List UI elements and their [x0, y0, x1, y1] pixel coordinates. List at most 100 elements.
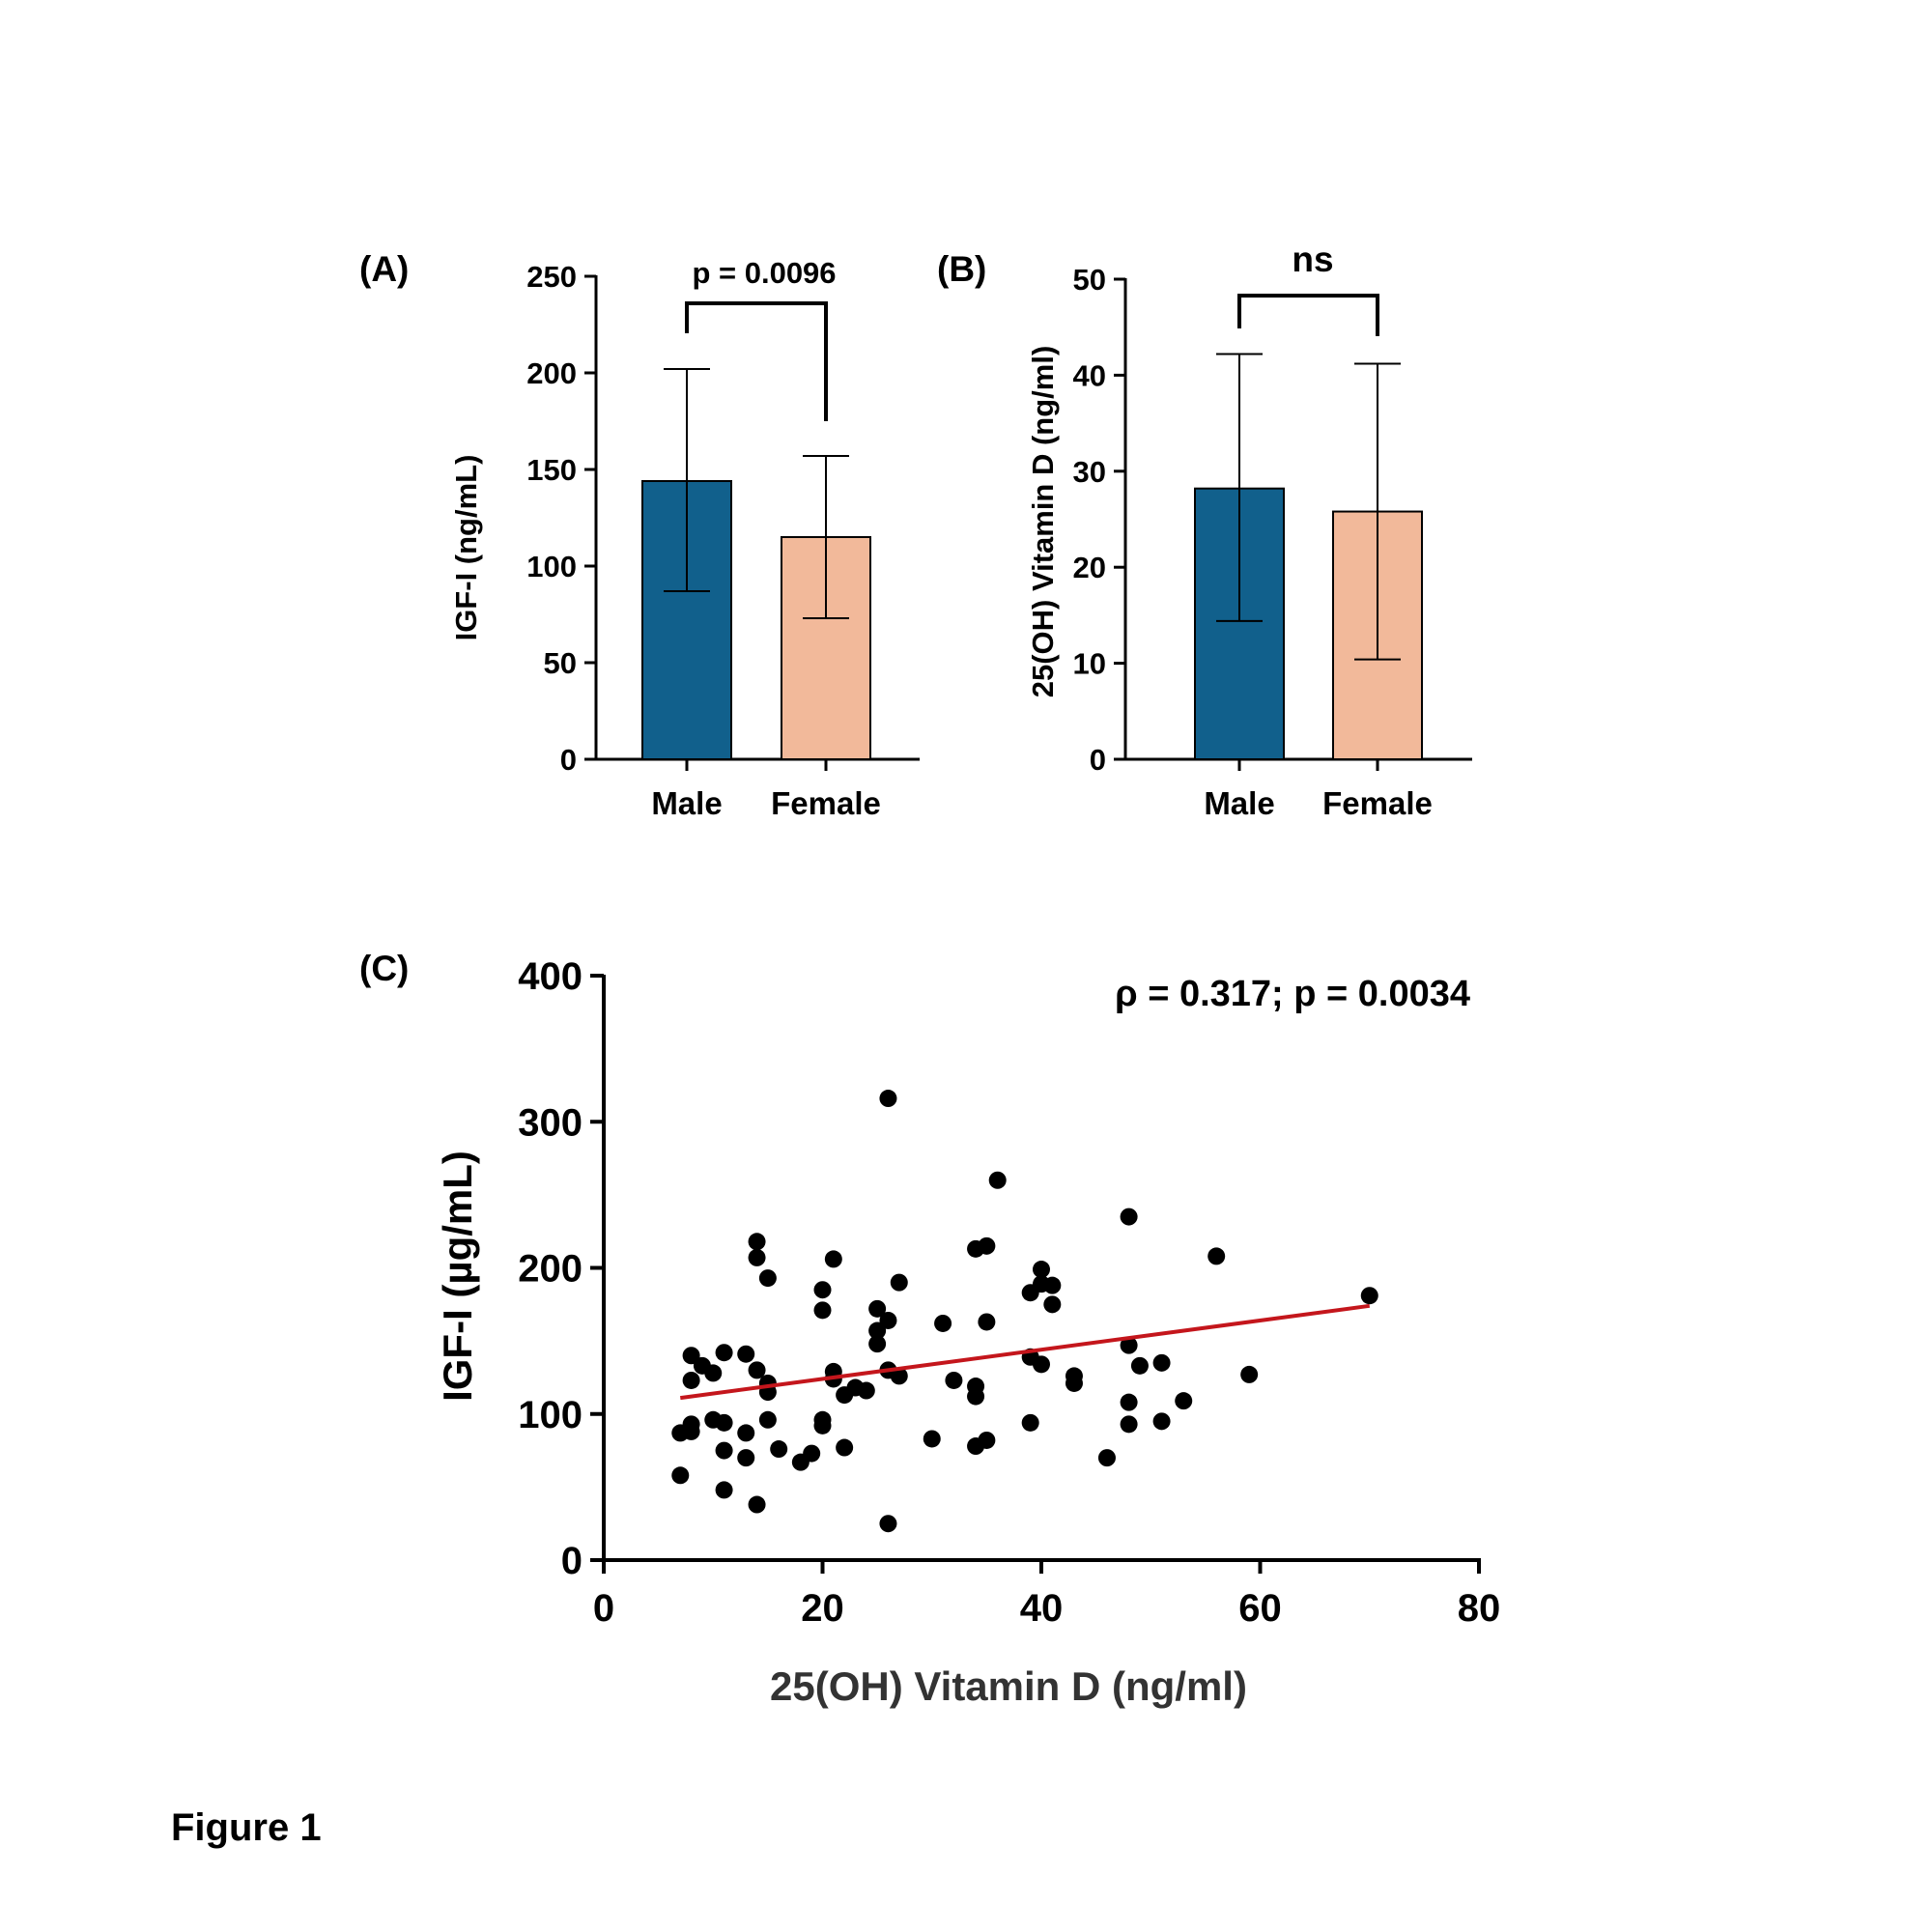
scatter-point [737, 1424, 755, 1442]
scatter-point [868, 1321, 887, 1340]
panel-b-y-tick-label: 50 [1073, 263, 1106, 297]
panel-c-y-tick-label: 100 [518, 1394, 582, 1436]
scatter-point [748, 1248, 766, 1266]
panel-b-y-tick-label: 10 [1073, 647, 1106, 681]
panel-c-x-axis-label: 25(OH) Vitamin D (ng/ml) [770, 1663, 1247, 1709]
scatter-point [1152, 1412, 1171, 1431]
panel-c-y-tick-label: 200 [518, 1248, 582, 1291]
scatter-point [978, 1313, 996, 1331]
scatter-point [758, 1269, 777, 1288]
scatter-point [704, 1364, 723, 1382]
panel-a-y-axis-label: IGF-I (ng/mL) [449, 455, 483, 641]
panel-c-y-tick-label: 400 [518, 955, 582, 998]
panel-a-x-tick-label: Female [771, 785, 881, 821]
scatter-point [748, 1233, 766, 1251]
panel-c-correlation-annotation: ρ = 0.317; p = 0.0034 [1115, 974, 1470, 1014]
scatter-point [1021, 1413, 1039, 1432]
scatter-point [682, 1422, 700, 1440]
panel-b-y-tick-label: 20 [1073, 551, 1106, 584]
scatter-point [934, 1314, 952, 1332]
scatter-point [890, 1367, 908, 1385]
scatter-point [978, 1431, 996, 1449]
panel-b-label: (B) [937, 249, 986, 289]
scatter-point [879, 1311, 897, 1329]
panel-a-y-tick-label: 100 [526, 550, 577, 583]
scatter-point [1120, 1415, 1138, 1434]
panel-b-significance-bracket [1237, 294, 1379, 336]
scatter-point [1120, 1208, 1138, 1226]
scatter-point [715, 1344, 733, 1362]
panel-c-scatter-plot: (C) IGF-I (µg/mL) 25(OH) Vitamin D (ng/m… [359, 949, 1500, 1709]
panel-c-y-axis-label: IGF-I (µg/mL) [435, 1151, 480, 1402]
panel-c-x-tick-label: 80 [1458, 1587, 1501, 1630]
scatter-point [1240, 1365, 1259, 1383]
panel-b-bar-chart: (B) 25(OH) Vitamin D (ng/ml) ns 0 10 20 30 4… [937, 240, 1472, 821]
panel-a-significance-bracket [685, 301, 828, 421]
panel-c-x-tick-label: 40 [1020, 1587, 1064, 1630]
scatter-point [737, 1449, 755, 1467]
scatter-point [879, 1090, 897, 1108]
scatter-point [1043, 1276, 1062, 1294]
panel-c-y-tick-label: 0 [561, 1540, 582, 1582]
scatter-point [1043, 1295, 1062, 1314]
panel-b-y-axis-label: 25(OH) Vitamin D (ng/ml) [1026, 346, 1060, 698]
scatter-point [1065, 1374, 1083, 1392]
panel-c-trend-line [680, 1303, 1371, 1401]
panel-b-y-tick-label: 40 [1073, 358, 1106, 392]
figure-caption: Figure 1 [171, 1806, 322, 1849]
panel-a-y-tick-label: 150 [526, 453, 577, 487]
scatter-point [715, 1481, 733, 1499]
scatter-point [1033, 1355, 1050, 1374]
panel-a-y-tick-label: 250 [526, 260, 577, 294]
panel-a-label: (A) [359, 249, 409, 289]
scatter-point [868, 1335, 887, 1353]
panel-a-x-tick-label: Male [651, 785, 722, 821]
panel-c-x-tick-label: 0 [593, 1587, 614, 1630]
scatter-point [682, 1347, 700, 1365]
scatter-point [1097, 1449, 1116, 1467]
panel-c-x-tick-label: 60 [1238, 1587, 1282, 1630]
panel-a-y-tick-label: 0 [560, 743, 577, 777]
scatter-point [758, 1410, 777, 1429]
panel-b-x-tick-label: Female [1322, 785, 1433, 821]
scatter-point [737, 1345, 755, 1363]
panel-c-x-tick-label: 20 [801, 1587, 844, 1630]
scatter-point [748, 1495, 766, 1514]
scatter-point [857, 1381, 875, 1400]
scatter-point [1152, 1353, 1171, 1372]
panel-b-x-tick-label: Male [1204, 785, 1274, 821]
panel-c-y-tick-label: 300 [518, 1101, 582, 1144]
scatter-point [1175, 1392, 1193, 1410]
scatter-point [813, 1301, 832, 1320]
panel-b-significance-label: ns [1292, 240, 1333, 279]
scatter-point [813, 1281, 832, 1299]
scatter-point [1208, 1247, 1226, 1265]
scatter-point [1120, 1336, 1138, 1354]
panel-a-y-tick-label: 200 [526, 356, 577, 390]
scatter-point [715, 1413, 733, 1432]
scatter-point [715, 1441, 733, 1460]
panel-a-significance-label: p = 0.0096 [692, 256, 836, 290]
scatter-point [1033, 1261, 1050, 1279]
scatter-point [1360, 1287, 1378, 1305]
scatter-point [868, 1299, 887, 1318]
scatter-point [1120, 1393, 1138, 1411]
scatter-point [967, 1387, 985, 1406]
scatter-point [879, 1515, 897, 1533]
panel-b-y-tick-label: 30 [1073, 455, 1106, 489]
scatter-point [813, 1416, 832, 1435]
scatter-point [978, 1236, 996, 1255]
scatter-point [671, 1466, 690, 1485]
scatter-point [803, 1444, 821, 1463]
scatter-point [1130, 1356, 1149, 1375]
scatter-point [890, 1273, 908, 1292]
scatter-point [945, 1371, 963, 1389]
scatter-point [988, 1171, 1007, 1189]
scatter-point [836, 1438, 854, 1457]
panel-a-y-tick-label: 50 [544, 646, 577, 680]
scatter-point [770, 1440, 788, 1459]
scatter-point [682, 1371, 700, 1389]
panel-a-bar-chart: (A) IGF-I (ng/mL) p = 0.0096 0 50 100 150 20… [359, 249, 920, 821]
scatter-point [824, 1250, 842, 1268]
